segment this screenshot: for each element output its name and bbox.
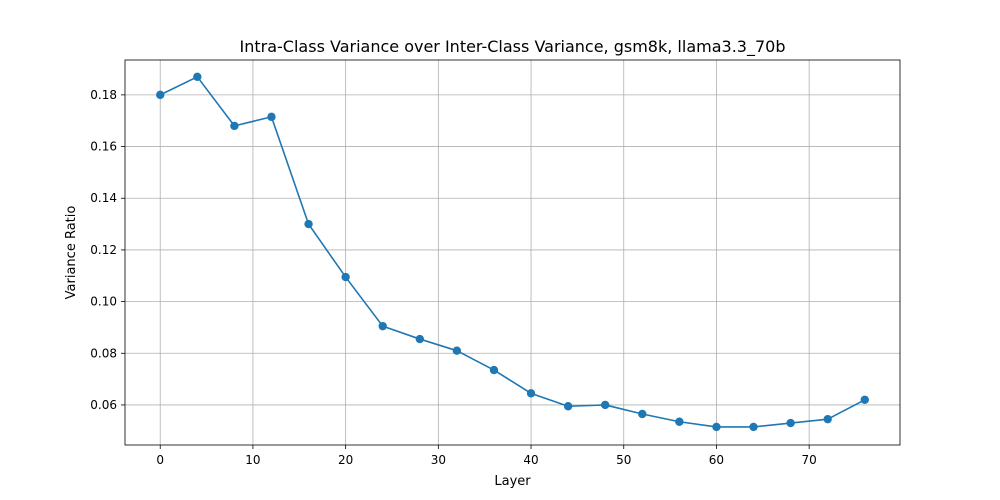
data-point	[267, 112, 276, 122]
y-tick-label: 0.08	[90, 346, 117, 360]
data-point	[378, 321, 387, 331]
chart-title: Intra-Class Variance over Inter-Class Va…	[240, 37, 786, 57]
data-point	[230, 121, 239, 131]
grid	[125, 60, 900, 445]
data-point	[601, 400, 610, 410]
plot-frame	[124, 59, 901, 446]
y-axis-label: Variance Ratio	[64, 206, 79, 300]
series-layer	[156, 72, 869, 432]
data-point	[675, 417, 684, 426]
y-tick-label: 0.16	[90, 140, 117, 154]
x-tick-label: 40	[523, 453, 538, 467]
data-point	[489, 365, 499, 375]
data-point	[823, 414, 832, 424]
data-point	[341, 272, 350, 282]
data-point	[415, 334, 424, 344]
x-tick-label: 10	[245, 453, 260, 467]
y-tick-label: 0.12	[90, 243, 117, 257]
data-point	[786, 418, 795, 428]
data-point	[526, 389, 536, 398]
data-point	[304, 219, 313, 229]
axis-ticks: 0 10 20 30 40 50 60 70 0.06 0.08 0.10 0.12 0.14 0.16 0…	[90, 88, 817, 467]
data-point	[193, 72, 202, 81]
series-line	[159, 76, 866, 428]
x-axis-label: Layer	[494, 474, 531, 489]
data-point	[638, 409, 647, 419]
data-point	[749, 422, 758, 432]
data-point	[156, 90, 165, 100]
data-point	[860, 395, 869, 404]
x-tick-label: 0	[156, 453, 164, 467]
data-point	[712, 422, 721, 432]
x-tick-label: 50	[616, 453, 631, 467]
x-tick-label: 30	[431, 453, 446, 467]
x-tick-label: 60	[709, 453, 724, 467]
x-tick-label: 70	[802, 453, 817, 467]
y-tick-label: 0.18	[90, 88, 117, 102]
y-tick-label: 0.10	[90, 295, 117, 309]
data-point	[452, 346, 462, 355]
x-tick-label: 20	[338, 453, 353, 467]
data-point	[563, 402, 573, 411]
y-tick-label: 0.06	[90, 398, 117, 412]
y-tick-label: 0.14	[90, 191, 117, 205]
